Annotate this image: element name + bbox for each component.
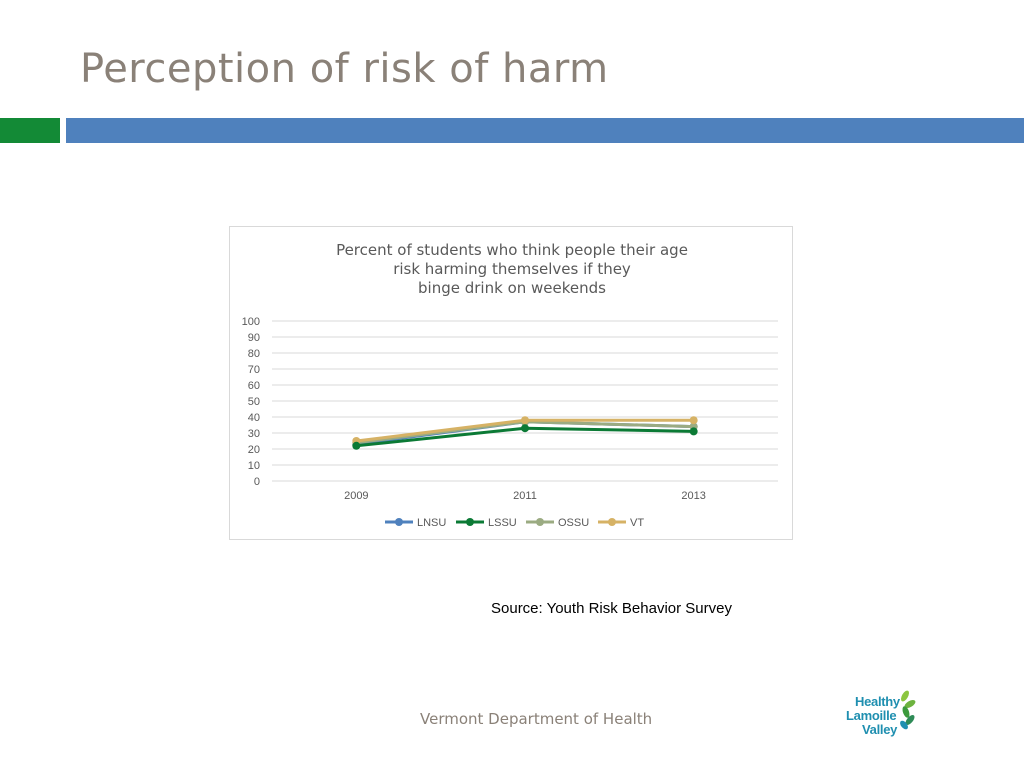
chart-title-line: Percent of students who think people the… xyxy=(336,241,688,259)
x-tick-label: 2009 xyxy=(344,490,368,502)
x-tick-label: 2011 xyxy=(513,490,537,502)
y-tick-label: 80 xyxy=(248,348,260,360)
legend-label-ossu: OSSU xyxy=(558,517,589,529)
y-tick-label: 90 xyxy=(248,332,260,344)
slide-title: Perception of risk of harm xyxy=(80,46,609,92)
y-tick-label: 40 xyxy=(248,412,260,424)
logo-word-1: Healthy xyxy=(855,694,900,709)
y-tick-label: 100 xyxy=(242,316,260,328)
legend-marker-vt xyxy=(608,518,616,526)
legend-label-lssu: LSSU xyxy=(488,517,517,529)
leaf-icon xyxy=(900,690,916,730)
healthy-lamoille-valley-logo: Healthy Lamoille Valley xyxy=(840,685,920,747)
line-chart: Percent of students who think people the… xyxy=(242,241,778,529)
title-accent-blue-bar xyxy=(66,118,1024,143)
legend-marker-lnsu xyxy=(395,518,403,526)
chart-title-line: binge drink on weekends xyxy=(418,279,606,297)
legend-label-lnsu: LNSU xyxy=(417,517,446,529)
y-tick-label: 30 xyxy=(248,428,260,440)
x-tick-label: 2013 xyxy=(681,490,705,502)
legend-marker-lssu xyxy=(466,518,474,526)
data-point-vt xyxy=(521,416,529,425)
y-tick-label: 70 xyxy=(248,364,260,376)
chart-title-line: risk harming themselves if they xyxy=(393,260,631,278)
source-citation: Source: Youth Risk Behavior Survey xyxy=(491,600,732,617)
data-point-vt xyxy=(689,416,698,425)
legend-label-vt: VT xyxy=(630,517,644,529)
data-point-lssu xyxy=(689,427,698,436)
legend-marker-ossu xyxy=(536,518,544,526)
y-tick-label: 60 xyxy=(248,380,260,392)
y-tick-label: 0 xyxy=(254,476,260,488)
logo-word-2: Lamoille xyxy=(846,708,897,723)
y-tick-label: 20 xyxy=(248,444,260,456)
data-point-lssu xyxy=(352,441,361,450)
title-accent-green-bar xyxy=(0,118,60,143)
footer-text: Vermont Department of Health xyxy=(420,710,653,728)
y-tick-label: 50 xyxy=(248,396,260,408)
chart-container: Percent of students who think people the… xyxy=(229,226,793,540)
y-tick-label: 10 xyxy=(248,460,260,472)
logo-word-3: Valley xyxy=(862,722,898,737)
data-point-lssu xyxy=(521,424,529,433)
